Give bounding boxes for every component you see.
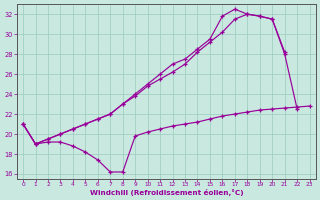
X-axis label: Windchill (Refroidissement éolien,°C): Windchill (Refroidissement éolien,°C) xyxy=(90,189,243,196)
